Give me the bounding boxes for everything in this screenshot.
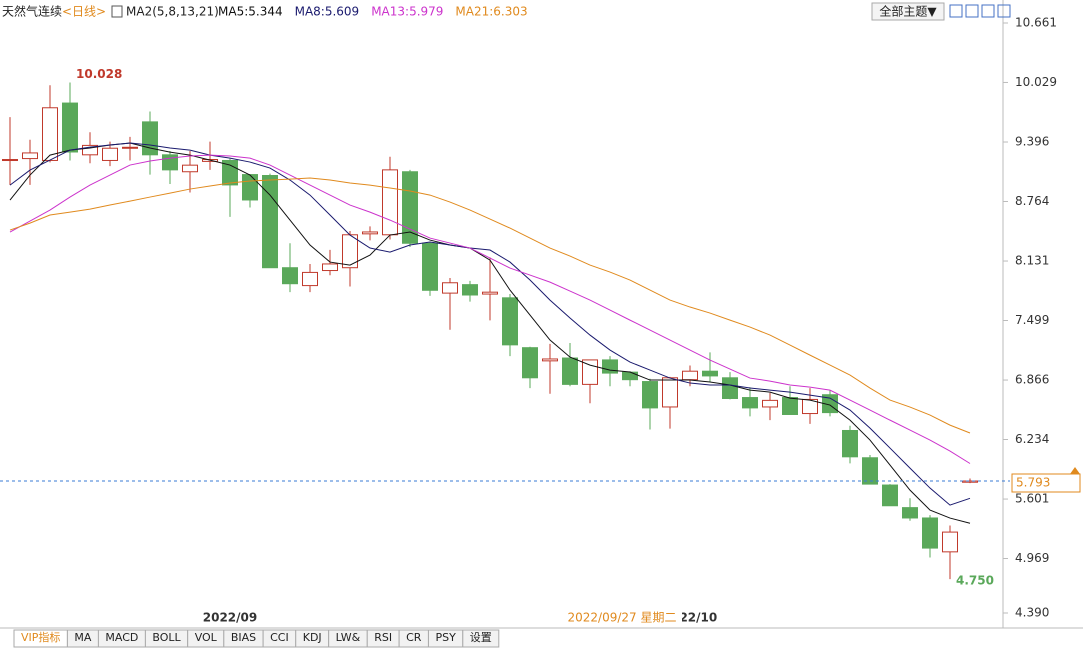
- y-tick-label: 6.866: [1015, 373, 1049, 387]
- tab-label[interactable]: 设置: [470, 631, 492, 644]
- tab-label[interactable]: MACD: [105, 631, 138, 644]
- candle-body: [142, 121, 158, 156]
- ma-line: [9, 177, 971, 434]
- candle-body: [122, 146, 138, 149]
- candle-body: [942, 531, 958, 553]
- cursor-label: 2022/09/27 星期二: [568, 611, 677, 625]
- ma-line: [9, 142, 971, 506]
- candle-body: [522, 347, 538, 379]
- candle-body: [542, 358, 558, 362]
- y-tick-label: 7.499: [1015, 313, 1049, 327]
- y-tick-label: 9.396: [1015, 135, 1049, 149]
- candle-body: [862, 457, 878, 485]
- candle-body: [842, 429, 858, 458]
- candle-body: [442, 282, 458, 294]
- candle-body: [602, 359, 618, 374]
- candle-body: [682, 370, 698, 381]
- title: 天然气连续: [2, 4, 62, 19]
- candle-body: [42, 107, 58, 161]
- y-tick-label: 4.390: [1015, 606, 1049, 620]
- tab-label[interactable]: BIAS: [231, 631, 256, 644]
- candle-body: [82, 144, 98, 156]
- candle-body: [622, 371, 638, 381]
- ma-line: [9, 142, 971, 524]
- candle-body: [242, 174, 258, 201]
- candle-body: [662, 377, 678, 408]
- price-arrow: [1070, 467, 1080, 474]
- candle-body: [782, 397, 798, 415]
- candle-body: [482, 291, 498, 295]
- candle-body: [22, 152, 38, 160]
- legend-entry: MA21:6.303: [455, 5, 527, 19]
- candle-body: [762, 399, 778, 408]
- candle-body: [2, 159, 18, 162]
- tab-label[interactable]: KDJ: [303, 631, 322, 644]
- candle-body: [322, 263, 338, 272]
- candle-body: [902, 507, 918, 519]
- candle-body: [802, 398, 818, 415]
- tab-label[interactable]: CCI: [270, 631, 289, 644]
- price-box: [1011, 473, 1081, 493]
- tab-label[interactable]: PSY: [435, 631, 456, 644]
- high-label: 10.028: [76, 67, 122, 81]
- candle-body: [102, 147, 118, 161]
- theme-button[interactable]: [871, 2, 945, 21]
- tab-label[interactable]: RSI: [374, 631, 392, 644]
- candle-body: [282, 267, 298, 285]
- legend-entry: MA13:5.979: [371, 5, 443, 19]
- legend-entry: MA5:5.344: [218, 5, 283, 19]
- y-tick-label: 8.131: [1015, 254, 1049, 268]
- ma-line: [9, 154, 971, 464]
- y-tick-label: 4.969: [1015, 551, 1049, 565]
- legend-entry: MA8:5.609: [295, 5, 360, 19]
- tab-label[interactable]: CR: [406, 631, 422, 644]
- y-tick-label: 6.234: [1015, 432, 1049, 446]
- y-tick-label: 5.601: [1015, 492, 1049, 506]
- candle-body: [722, 377, 738, 399]
- candle-body: [362, 231, 378, 235]
- tab-label[interactable]: MA: [74, 631, 91, 644]
- candle-body: [562, 357, 578, 385]
- theme-button-label[interactable]: 全部主题▼: [879, 4, 937, 19]
- candle-body: [582, 359, 598, 385]
- tab-label[interactable]: VIP指标: [21, 630, 60, 644]
- ma-label: MA2(5,8,13,21): [126, 5, 219, 19]
- candle-body: [262, 175, 278, 269]
- candle-body: [962, 480, 978, 483]
- candle-body: [642, 381, 658, 409]
- tab[interactable]: [462, 629, 500, 648]
- y-tick-label: 10.029: [1015, 75, 1057, 89]
- candle-body: [422, 242, 438, 291]
- period: <日线>: [62, 5, 106, 19]
- tab-label[interactable]: BOLL: [152, 631, 181, 644]
- candle-body: [922, 517, 938, 549]
- y-tick-label: 10.661: [1015, 16, 1057, 30]
- candle-body: [302, 271, 318, 287]
- candle-body: [502, 297, 518, 346]
- x-tick-label: 2022/09: [203, 611, 257, 625]
- candle-body: [742, 397, 758, 409]
- candle-body: [462, 284, 478, 296]
- low-label: 4.750: [956, 574, 994, 588]
- tab-label[interactable]: VOL: [195, 631, 218, 644]
- candle-body: [402, 171, 418, 244]
- last-price-label: 5.793: [1016, 476, 1050, 490]
- y-tick-label: 8.764: [1015, 194, 1049, 208]
- candle-body: [882, 484, 898, 507]
- tool-icons: [949, 4, 1011, 18]
- candle-body: [702, 370, 718, 377]
- icon: [111, 5, 123, 18]
- candle-body: [182, 164, 198, 173]
- tab-label[interactable]: LW&: [336, 631, 361, 644]
- cursor-label-bg: [560, 609, 682, 626]
- candle-body: [382, 169, 398, 236]
- candle-body: [62, 102, 78, 153]
